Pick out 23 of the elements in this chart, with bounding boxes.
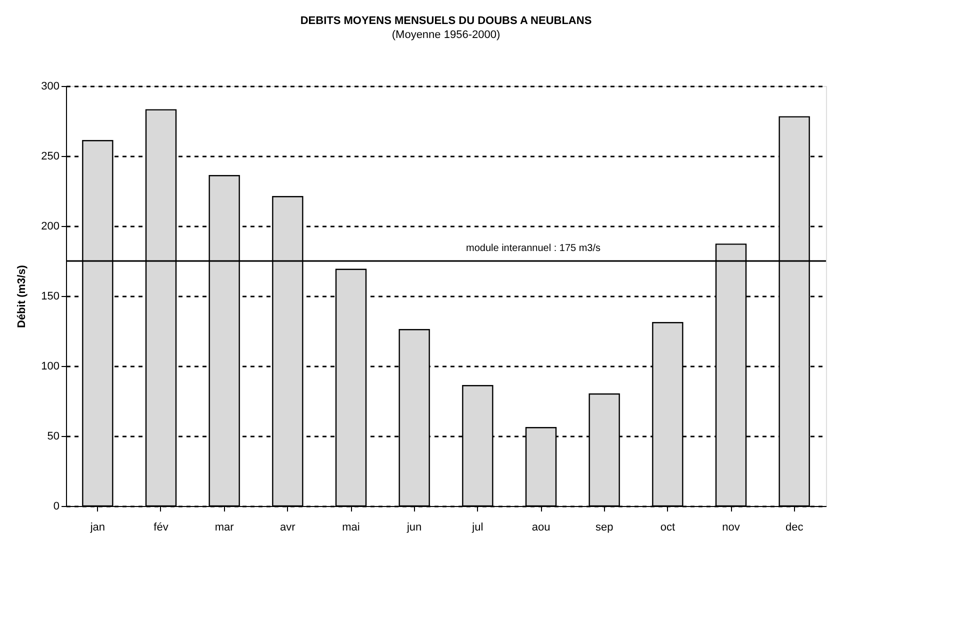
x-tick-label: sep	[595, 522, 614, 534]
y-tick-label: 50	[47, 430, 60, 442]
x-tick-label: avr	[280, 522, 296, 534]
chart-subtitle: (Moyenne 1956-2000)	[392, 29, 500, 41]
y-tick-label: 100	[41, 360, 60, 372]
x-tick-label: mar	[214, 522, 234, 534]
y-tick-label: 200	[41, 220, 60, 232]
y-tick-label: 300	[41, 80, 60, 92]
chart-title: DEBITS MOYENS MENSUELS DU DOUBS A NEUBLANS	[300, 15, 592, 27]
y-tick-label: 250	[41, 150, 60, 162]
x-tick-label: jun	[406, 522, 422, 534]
ref-line-label: module interannuel : 175 m3/s	[466, 243, 601, 254]
y-tick-label: 0	[53, 500, 60, 512]
x-tick-label: fév	[154, 522, 169, 534]
x-tick-label: jul	[471, 522, 484, 534]
x-tick-label: aou	[532, 522, 550, 534]
x-tick-label: mai	[342, 522, 360, 534]
x-tick-label: jan	[89, 522, 106, 534]
x-tick-label: oct	[660, 522, 676, 534]
y-tick-label: 150	[41, 290, 60, 302]
y-axis-title: Débit (m3/s)	[16, 264, 28, 328]
x-tick-label: dec	[785, 522, 804, 534]
x-tick-label: nov	[722, 522, 740, 534]
